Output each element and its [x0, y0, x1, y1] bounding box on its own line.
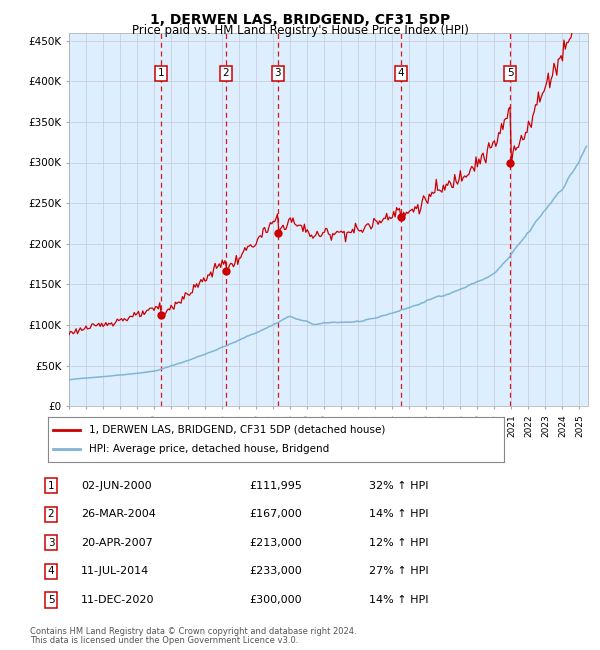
Text: £213,000: £213,000: [249, 538, 302, 548]
Text: HPI: Average price, detached house, Bridgend: HPI: Average price, detached house, Brid…: [89, 444, 329, 454]
Text: £111,995: £111,995: [249, 480, 302, 491]
Text: 1: 1: [158, 68, 164, 78]
Text: 2: 2: [47, 509, 55, 519]
Text: Contains HM Land Registry data © Crown copyright and database right 2024.: Contains HM Land Registry data © Crown c…: [30, 627, 356, 636]
Text: 2: 2: [223, 68, 229, 78]
Text: 02-JUN-2000: 02-JUN-2000: [81, 480, 152, 491]
Text: £167,000: £167,000: [249, 509, 302, 519]
Text: 4: 4: [47, 566, 55, 577]
Text: 3: 3: [275, 68, 281, 78]
Text: 26-MAR-2004: 26-MAR-2004: [81, 509, 156, 519]
Text: 14% ↑ HPI: 14% ↑ HPI: [369, 595, 428, 605]
Text: 12% ↑ HPI: 12% ↑ HPI: [369, 538, 428, 548]
Text: 11-DEC-2020: 11-DEC-2020: [81, 595, 155, 605]
Text: £233,000: £233,000: [249, 566, 302, 577]
Text: £300,000: £300,000: [249, 595, 302, 605]
Text: 27% ↑ HPI: 27% ↑ HPI: [369, 566, 428, 577]
Text: 32% ↑ HPI: 32% ↑ HPI: [369, 480, 428, 491]
Text: 1: 1: [47, 480, 55, 491]
Text: 4: 4: [398, 68, 404, 78]
Text: 1, DERWEN LAS, BRIDGEND, CF31 5DP: 1, DERWEN LAS, BRIDGEND, CF31 5DP: [150, 13, 450, 27]
Text: 3: 3: [47, 538, 55, 548]
Text: This data is licensed under the Open Government Licence v3.0.: This data is licensed under the Open Gov…: [30, 636, 298, 645]
Text: 5: 5: [47, 595, 55, 605]
Text: 20-APR-2007: 20-APR-2007: [81, 538, 153, 548]
Text: 11-JUL-2014: 11-JUL-2014: [81, 566, 149, 577]
Text: 14% ↑ HPI: 14% ↑ HPI: [369, 509, 428, 519]
Text: 1, DERWEN LAS, BRIDGEND, CF31 5DP (detached house): 1, DERWEN LAS, BRIDGEND, CF31 5DP (detac…: [89, 424, 385, 435]
Text: 5: 5: [507, 68, 514, 78]
Text: Price paid vs. HM Land Registry's House Price Index (HPI): Price paid vs. HM Land Registry's House …: [131, 24, 469, 37]
